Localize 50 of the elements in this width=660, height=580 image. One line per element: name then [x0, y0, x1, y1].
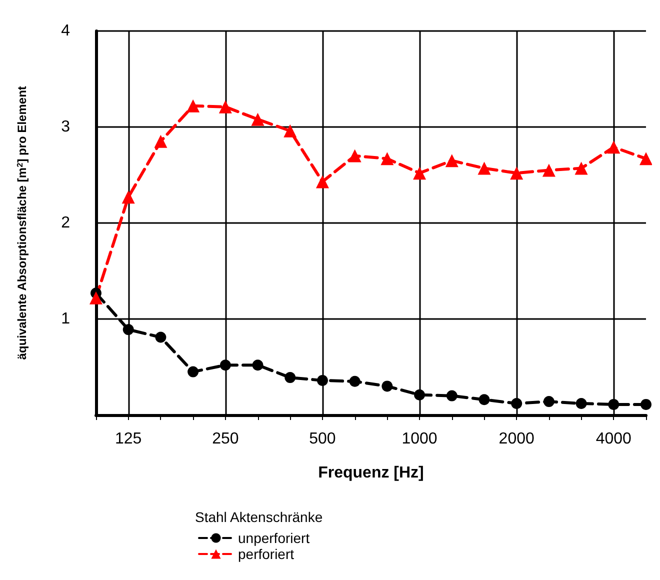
point	[186, 99, 200, 112]
legend-label: unperforiert	[238, 530, 310, 546]
point	[284, 372, 296, 384]
point	[478, 162, 491, 175]
point	[542, 164, 556, 177]
point	[380, 152, 394, 166]
point	[284, 124, 297, 138]
point	[349, 376, 360, 387]
point	[220, 360, 231, 371]
point	[316, 175, 329, 188]
point	[511, 398, 522, 409]
point	[348, 149, 362, 162]
x-tick-label: 250	[212, 430, 239, 448]
x-axis-title: Frequenz [Hz]	[318, 464, 424, 482]
legend-title: Stahl Aktenschränke	[195, 509, 323, 525]
point	[478, 394, 490, 406]
point	[608, 398, 620, 410]
y-tick-label: 3	[61, 118, 70, 136]
x-tick-label: 125	[115, 430, 142, 448]
x-tick-label: 500	[309, 430, 336, 448]
x-tick-label: 1000	[402, 430, 438, 448]
y-axis-title: äquivalente Absorptionsfläche [m2] pro Element	[15, 86, 29, 360]
legend-label: perforiert	[238, 546, 294, 562]
point	[252, 360, 264, 371]
point	[155, 332, 166, 343]
point	[154, 134, 168, 148]
x-tick-label: 2000	[498, 430, 534, 448]
point	[640, 398, 652, 410]
point	[90, 291, 102, 304]
point	[122, 190, 135, 204]
y-tick-label: 4	[61, 22, 70, 40]
point	[510, 166, 524, 180]
point	[607, 140, 620, 154]
point	[413, 166, 426, 180]
point	[543, 396, 554, 408]
point	[382, 380, 393, 392]
point	[446, 390, 458, 402]
point	[414, 389, 426, 400]
x-tick-label: 4000	[596, 430, 632, 448]
y-tick-label: 2	[61, 214, 70, 232]
point	[640, 152, 652, 166]
point	[251, 112, 264, 126]
point	[316, 374, 328, 386]
point	[122, 324, 134, 336]
point	[576, 398, 587, 409]
y-tick-label: 1	[61, 310, 70, 328]
point	[445, 154, 458, 168]
point	[574, 162, 588, 175]
point	[188, 366, 199, 378]
point	[218, 100, 232, 114]
